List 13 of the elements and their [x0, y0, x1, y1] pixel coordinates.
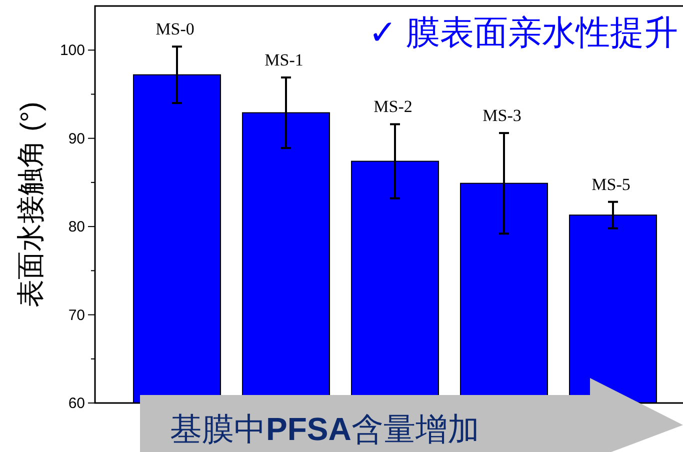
y-tick-label: 90: [68, 130, 85, 148]
y-tick-label: 60: [68, 395, 85, 412]
x-tick-label: MS-1: [264, 50, 304, 70]
annotation: ✓ 膜表面亲水性提升: [368, 14, 678, 52]
y-tick-label: 70: [68, 306, 85, 324]
x-tick-label: MS-5: [592, 174, 630, 194]
y-tick-label: 100: [60, 42, 85, 60]
x-tick-label: MS-2: [374, 97, 412, 116]
text: 基膜中PFSA含量增加: [170, 411, 480, 447]
x-tick-label: MS-3: [482, 106, 522, 126]
y-tick-label: 80: [68, 218, 85, 236]
y-axis-title: 表面水接触角 (°): [15, 102, 46, 308]
x-tick-label: MS-0: [156, 20, 194, 39]
